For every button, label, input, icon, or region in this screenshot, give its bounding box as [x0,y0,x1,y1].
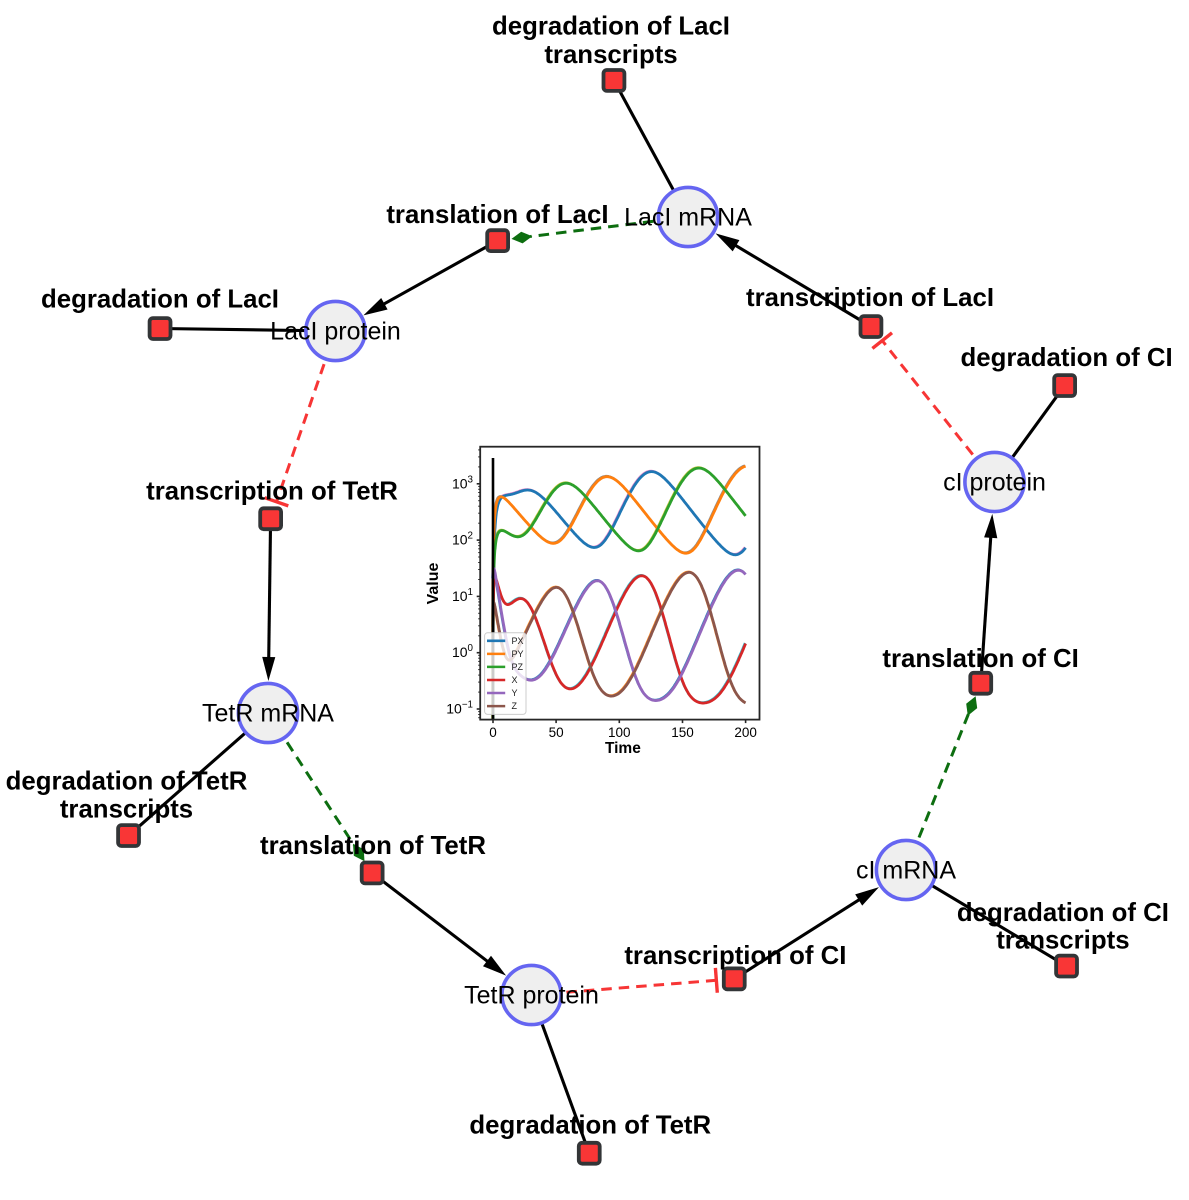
svg-text:transcription of TetR: transcription of TetR [146,478,398,506]
svg-text:degradation of CI: degradation of CI [957,899,1169,927]
svg-text:translation of TetR: translation of TetR [260,832,486,860]
svg-text:degradation of TetR: degradation of TetR [6,767,248,795]
svg-text:transcripts: transcripts [544,41,677,69]
svg-text:200: 200 [734,725,757,740]
svg-text:TetR mRNA: TetR mRNA [202,700,334,728]
svg-text:degradation of LacI: degradation of LacI [492,12,730,40]
svg-text:PX: PX [512,636,524,646]
svg-text:Time: Time [605,740,641,757]
svg-text:50: 50 [549,725,564,740]
svg-text:transcription of LacI: transcription of LacI [746,284,994,312]
svg-text:TetR protein: TetR protein [464,982,599,1010]
svg-text:translation of LacI: translation of LacI [386,201,608,229]
svg-text:degradation of CI: degradation of CI [961,344,1173,372]
svg-text:transcripts: transcripts [60,795,193,823]
svg-text:PY: PY [512,649,524,659]
svg-text:degradation of LacI: degradation of LacI [41,286,279,314]
svg-text:transcripts: transcripts [996,927,1129,955]
svg-text:Value: Value [425,563,442,605]
svg-text:transcription of CI: transcription of CI [624,942,846,970]
svg-text:LacI mRNA: LacI mRNA [624,204,752,232]
svg-text:100: 100 [608,725,631,740]
svg-text:PZ: PZ [512,662,524,672]
svg-text:translation of CI: translation of CI [882,645,1078,673]
svg-text:150: 150 [671,725,694,740]
svg-text:Z: Z [512,701,518,711]
svg-text:cI protein: cI protein [943,469,1046,497]
svg-text:0: 0 [489,725,497,740]
svg-text:cI mRNA: cI mRNA [856,857,956,885]
svg-text:degradation of TetR: degradation of TetR [469,1112,711,1140]
svg-text:X: X [512,675,518,685]
svg-text:Y: Y [512,688,518,698]
svg-text:LacI protein: LacI protein [270,318,401,346]
